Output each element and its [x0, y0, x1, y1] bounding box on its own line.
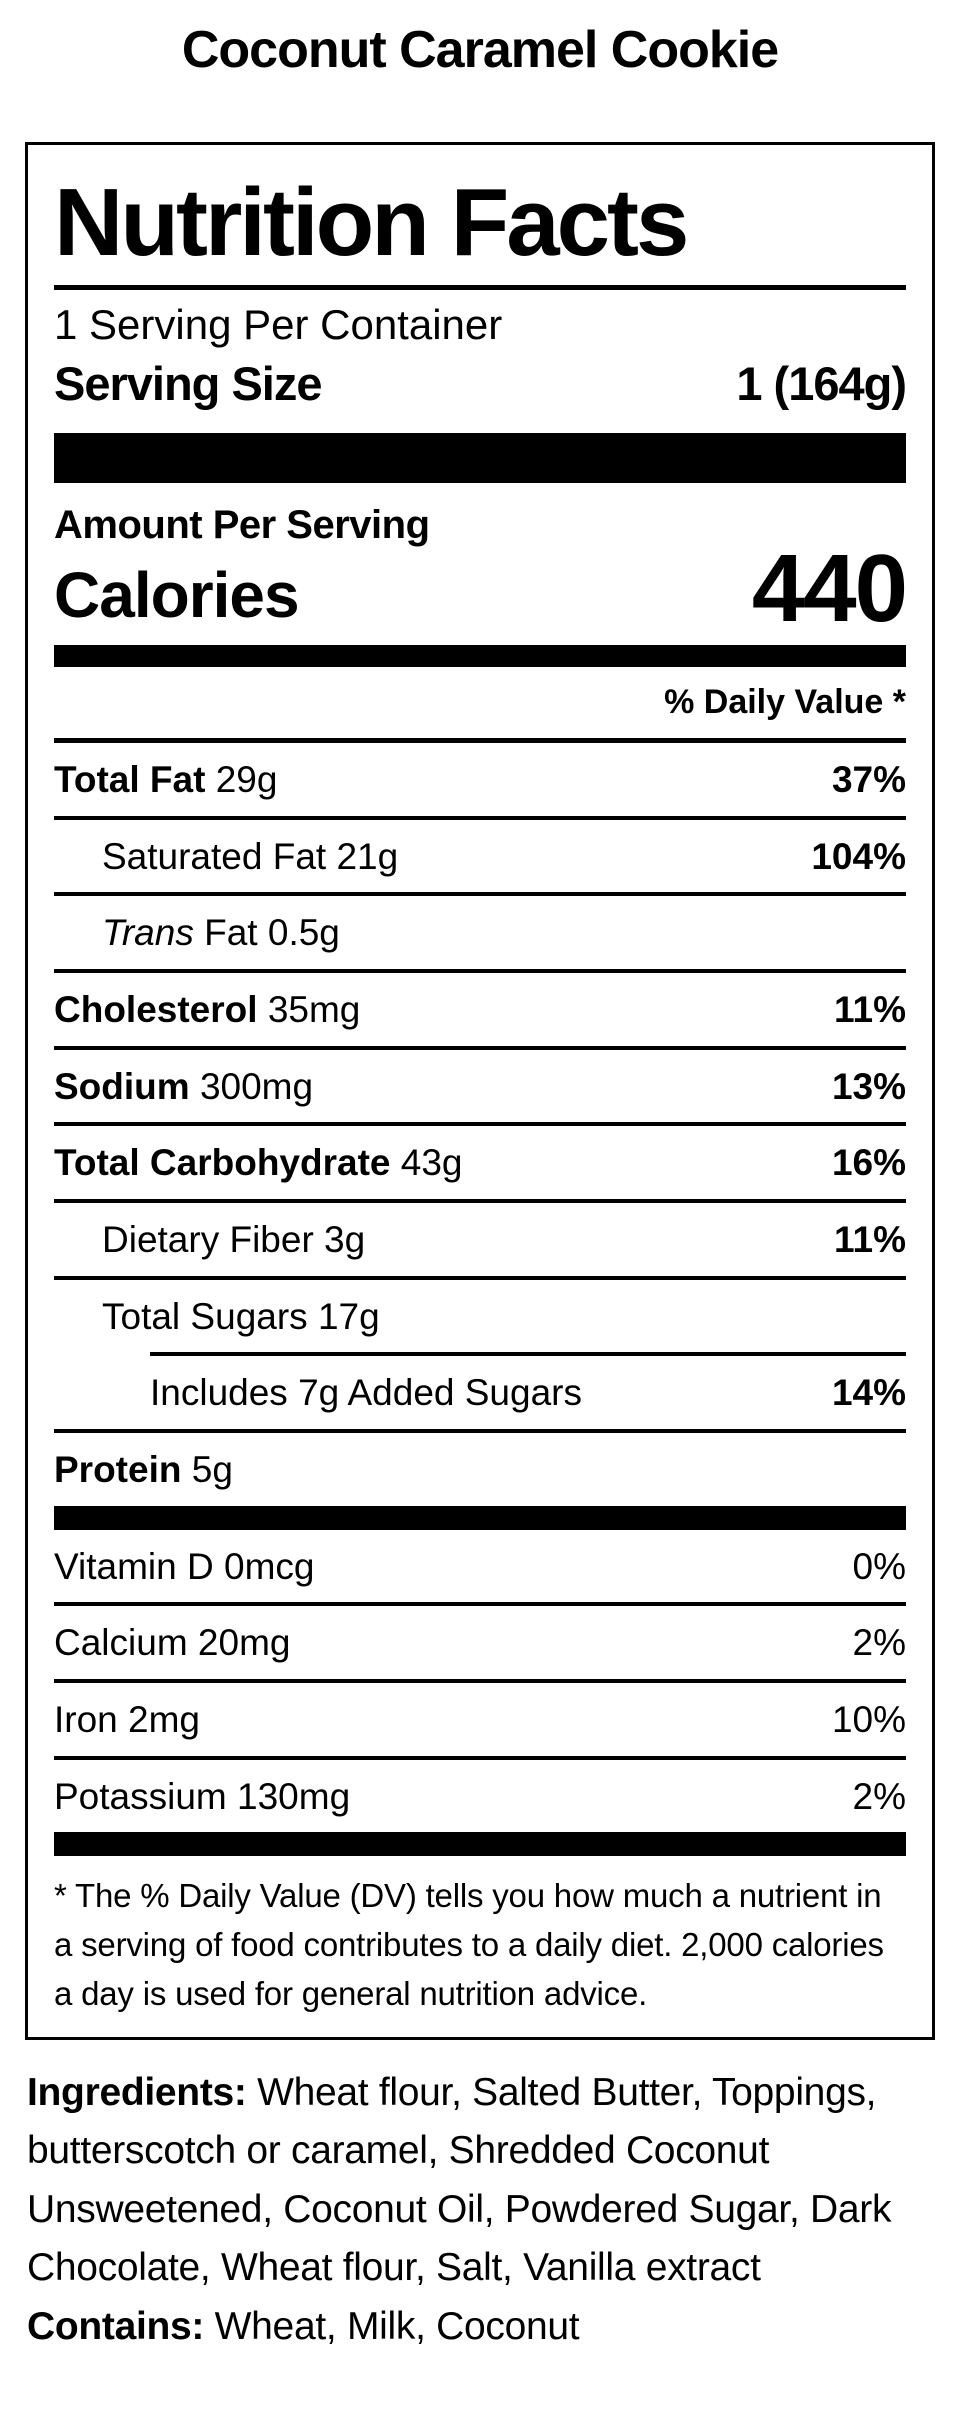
nutrient-name: Total Fat 29g [54, 758, 278, 800]
nutrient-name: Trans Fat 0.5g [102, 912, 340, 954]
nutrient-row: Trans Fat 0.5g [54, 892, 906, 969]
indented-row-divider [150, 1352, 906, 1357]
nutrient-daily-value: 10% [831, 1698, 906, 1740]
nutrient-name: Includes 7g Added Sugars [150, 1372, 582, 1414]
nutrient-name: Iron 2mg [54, 1698, 201, 1740]
nutrient-row: Total Sugars 17g [54, 1275, 906, 1353]
nutrient-daily-value: 37% [831, 758, 906, 800]
nutrient-daily-value: 11% [833, 988, 906, 1030]
serving-size-value: 1 (164g) [736, 357, 907, 411]
nutrient-row: Iron 2mg 10% [54, 1678, 906, 1756]
serving-size-label: Serving Size [54, 357, 322, 411]
servings-per-container: 1 Serving Per Container [54, 300, 503, 348]
nutrient-row: Includes 7g Added Sugars 14% [54, 1356, 906, 1429]
ingredients-text: Wheat flour, Salted Butter, Toppings, bu… [27, 2070, 892, 2290]
nutrient-row: Vitamin D 0mcg 0% [54, 1530, 906, 1603]
ingredients-line: Ingredients: Wheat flour, Salted Butter,… [27, 2064, 933, 2298]
nutrient-name: Total Sugars 17g [102, 1295, 380, 1337]
nutrient-row: Potassium 130mg 2% [54, 1755, 906, 1833]
ingredients-block: Ingredients: Wheat flour, Salted Butter,… [27, 2064, 933, 2357]
nutrient-name: Calcium 20mg [54, 1622, 291, 1664]
ingredients-label: Ingredients: [27, 2070, 247, 2114]
product-title: Coconut Caramel Cookie [181, 21, 779, 79]
amount-per-serving-label: Amount Per Serving [54, 503, 430, 548]
nutrient-name: Dietary Fiber 3g [102, 1218, 366, 1260]
nutrient-daily-value: 16% [831, 1142, 906, 1184]
contains-label: Contains: [27, 2304, 205, 2348]
nutrient-daily-value: 104% [811, 835, 906, 877]
nutrient-name: Vitamin D 0mcg [54, 1545, 315, 1587]
nutrient-row: Sodium 300mg 13% [54, 1045, 906, 1123]
label-title: Nutrition Facts [54, 169, 689, 276]
section-bar-vitamins-top [54, 1505, 906, 1530]
calories-value: 440 [751, 535, 908, 643]
nutrient-daily-value: 14% [831, 1372, 906, 1414]
contains-line: Contains: Wheat, Milk, Coconut [27, 2298, 933, 2357]
nutrient-row: Total Fat 29g 37% [54, 743, 906, 816]
nutrient-daily-value: 2% [852, 1775, 906, 1817]
section-bar-medium [54, 644, 906, 667]
calories-label: Calories [54, 558, 300, 631]
serving-size-row: Serving Size 1 (164g) [54, 356, 907, 411]
nutrient-name: Cholesterol 35mg [54, 988, 361, 1030]
nutrient-daily-value: 13% [831, 1065, 906, 1107]
nutrient-name: Saturated Fat 21g [102, 835, 399, 877]
section-bar-vitamins-bottom [54, 1832, 906, 1857]
nutrient-daily-value: 2% [852, 1622, 906, 1664]
section-bar-thick [54, 433, 906, 484]
nutrient-name: Total Carbohydrate 43g [54, 1142, 463, 1184]
nutrient-row: Calcium 20mg 2% [54, 1602, 906, 1679]
nutrient-daily-value: 0% [852, 1545, 906, 1587]
nutrient-name: Sodium 300mg [54, 1065, 314, 1107]
nutrient-name: Protein 5g [54, 1448, 233, 1490]
nutrient-name: Potassium 130mg [54, 1775, 351, 1817]
daily-value-footnote: * The % Daily Value (DV) tells you how m… [54, 1877, 884, 2012]
vitamin-rows: Vitamin D 0mcg 0% Calcium 20mg 2% Iron 2… [54, 1530, 906, 1833]
nutrition-facts-label: Nutrition Facts 1 Serving Per Container … [25, 142, 935, 2040]
nutrient-rows: Total Fat 29g 37% Saturated Fat 21g 104%… [54, 743, 906, 1506]
contains-text: Wheat, Milk, Coconut [204, 2304, 580, 2348]
nutrient-daily-value: 11% [833, 1218, 906, 1260]
nutrient-row: Cholesterol 35mg 11% [54, 968, 906, 1046]
nutrient-row: Dietary Fiber 3g 11% [54, 1198, 906, 1276]
nutrient-row: Saturated Fat 21g 104% [54, 815, 906, 893]
nutrient-row: Total Carbohydrate 43g 16% [54, 1122, 906, 1199]
title-divider [54, 284, 906, 290]
daily-value-header: % Daily Value * [54, 667, 906, 743]
calories-row: Calories 440 [54, 535, 908, 643]
nutrient-row: Protein 5g [54, 1428, 906, 1506]
